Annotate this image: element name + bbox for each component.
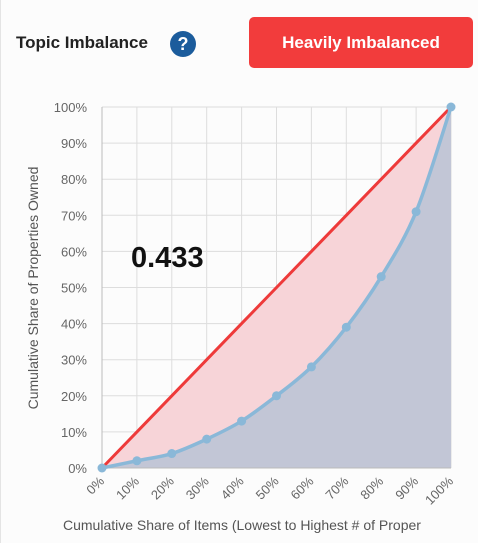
- x-tick-label: 30%: [183, 473, 212, 502]
- lorenz-point: [446, 102, 456, 112]
- lorenz-curve-line: [101, 106, 453, 470]
- x-tick-label: 50%: [253, 473, 282, 502]
- lorenz-point: [237, 416, 247, 426]
- y-tick-labels: 0% 10% 20% 30% 40% 50% 60% 70% 80% 90% 100%: [54, 100, 88, 476]
- lorenz-point: [132, 456, 142, 466]
- x-tick-label: 100%: [422, 473, 456, 507]
- card-title: Topic Imbalance: [16, 33, 148, 52]
- lorenz-point: [411, 207, 421, 217]
- x-axis-label: Cumulative Share of Items (Lowest to Hig…: [63, 517, 421, 533]
- lorenz-points: [97, 102, 456, 473]
- lorenz-point: [272, 391, 281, 401]
- lorenz-point: [306, 362, 316, 372]
- x-tick-label: 70%: [322, 473, 351, 502]
- y-tick-label: 50%: [61, 281, 87, 296]
- y-tick-label: 100%: [54, 100, 88, 115]
- y-tick-label: 0%: [68, 461, 87, 476]
- lorenz-point: [202, 434, 212, 444]
- lorenz-point: [97, 463, 107, 473]
- y-tick-label: 30%: [61, 353, 87, 368]
- lorenz-point: [167, 449, 177, 459]
- x-tick-label: 10%: [113, 473, 142, 502]
- x-tick-label: 0%: [83, 473, 107, 497]
- gini-coefficient-label: 0.433: [131, 242, 204, 274]
- y-tick-label: 20%: [61, 389, 87, 404]
- y-tick-label: 60%: [61, 244, 87, 259]
- lorenz-curve-area: [102, 107, 451, 468]
- x-tick-label: 20%: [148, 473, 177, 502]
- y-axis-label: Cumulative Share of Properties Owned: [25, 167, 41, 410]
- y-tick-label: 10%: [61, 425, 87, 440]
- help-icon[interactable]: ?: [170, 31, 196, 57]
- y-tick-label: 80%: [61, 172, 87, 187]
- y-tick-label: 40%: [61, 317, 87, 332]
- lorenz-point: [341, 322, 351, 332]
- y-tick-label: 70%: [61, 208, 87, 223]
- x-tick-labels: 0% 10% 20% 30% 40% 50% 60% 70% 80% 90% 100%: [83, 473, 456, 507]
- imbalance-status-badge: Heavily Imbalanced: [249, 17, 473, 68]
- equality-line: [100, 105, 453, 470]
- lorenz-point: [376, 272, 386, 282]
- y-tick-label: 90%: [61, 136, 87, 151]
- x-tick-label: 60%: [288, 473, 317, 502]
- x-tick-label: 90%: [392, 473, 421, 502]
- x-tick-label: 80%: [357, 473, 386, 502]
- x-tick-label: 40%: [218, 473, 247, 502]
